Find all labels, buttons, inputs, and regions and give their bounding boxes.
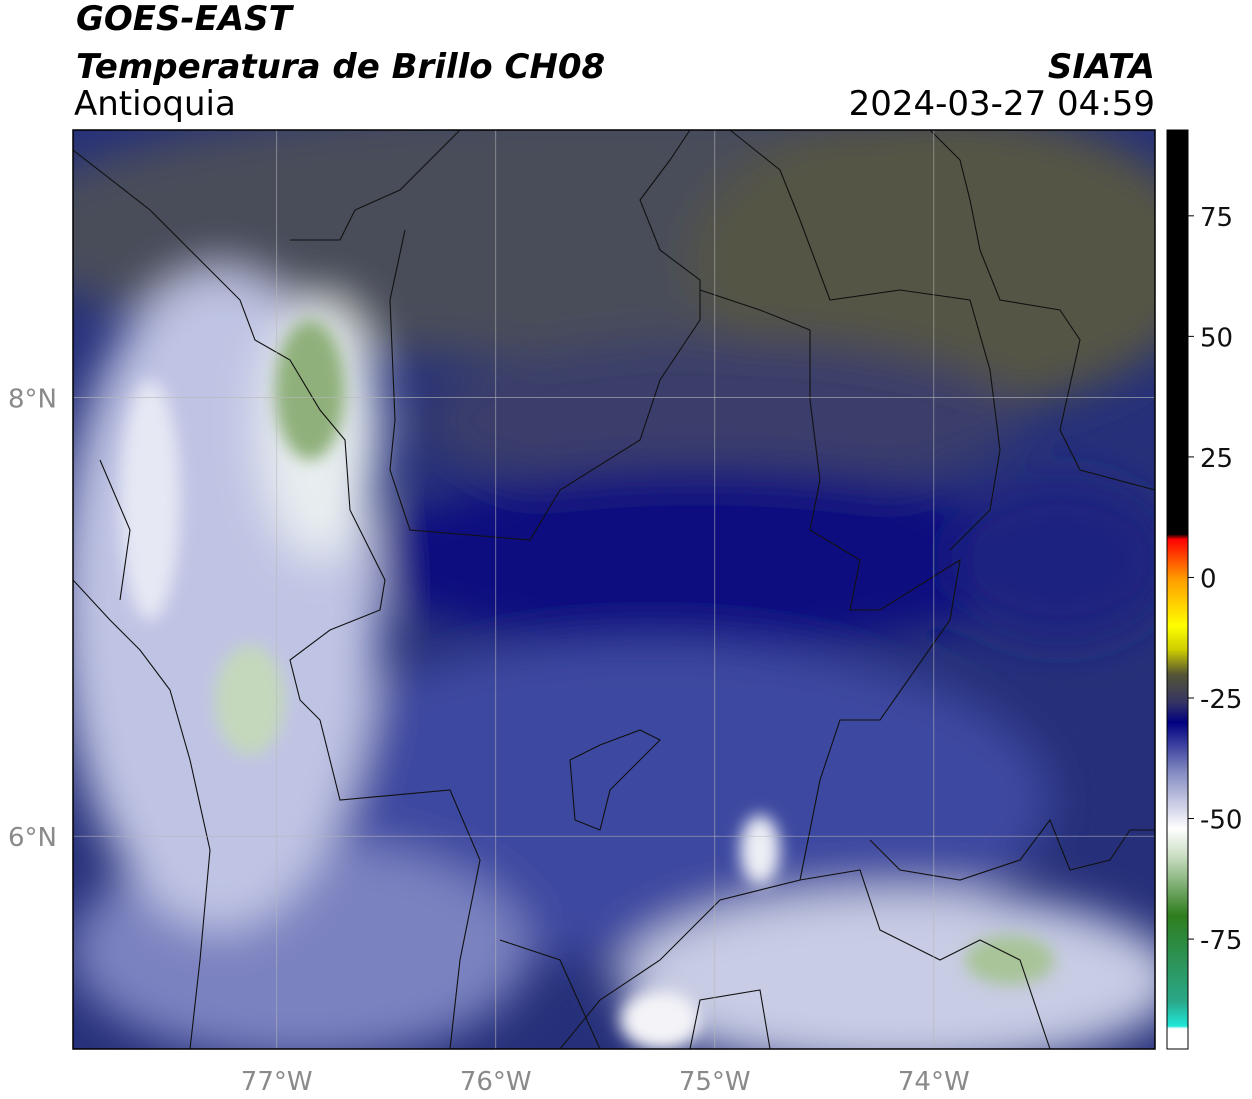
colorbar-segment	[1167, 828, 1188, 858]
colorbar-segment	[1167, 1028, 1188, 1050]
subtitle: Temperatura de Brillo CH08	[76, 47, 605, 87]
colorbar-segment	[1167, 722, 1188, 771]
colorbar-segment	[1167, 770, 1188, 829]
colorbar-tick-label: 0	[1200, 564, 1217, 594]
colorbar-segment	[1167, 914, 1188, 1003]
title: GOES-EAST	[76, 0, 295, 39]
x-tick-label: 75°W	[679, 1067, 751, 1097]
source: SIATA	[1048, 47, 1155, 87]
satellite-image	[73, 130, 1155, 1049]
colorbar-tick-label: 75	[1200, 203, 1233, 233]
colorbar-segment	[1167, 673, 1188, 704]
x-tick-label: 74°W	[898, 1067, 970, 1097]
colorbar-segment	[1167, 1025, 1188, 1029]
colorbar-tick-label: 50	[1200, 323, 1233, 353]
region: Antioquia	[74, 84, 236, 124]
colorbar-tick-label: -75	[1200, 926, 1242, 956]
colorbar-tick-label: 25	[1200, 444, 1233, 474]
x-tick-label: 77°W	[241, 1067, 313, 1097]
colorbar-segment	[1167, 577, 1188, 627]
colorbar-segment	[1167, 130, 1188, 535]
colorbar-segment	[1167, 538, 1188, 578]
x-tick-label: 76°W	[460, 1067, 532, 1097]
colorbar-segment	[1167, 534, 1188, 540]
map-frame	[72, 129, 1156, 1050]
colorbar-segment	[1167, 649, 1188, 675]
colorbar-tick-label: -25	[1200, 685, 1242, 715]
colorbar-segment	[1167, 625, 1188, 651]
colorbar-tick-label: -50	[1200, 806, 1242, 836]
colorbar-frame	[1166, 129, 1189, 1050]
y-tick-label: 6°N	[8, 823, 57, 853]
y-tick-label: 8°N	[8, 385, 57, 415]
colorbar-segment	[1167, 702, 1188, 723]
datetime: 2024-03-27 04:59	[849, 84, 1155, 124]
colorbar-segment	[1167, 1001, 1188, 1027]
colorbar-segment	[1167, 857, 1188, 916]
